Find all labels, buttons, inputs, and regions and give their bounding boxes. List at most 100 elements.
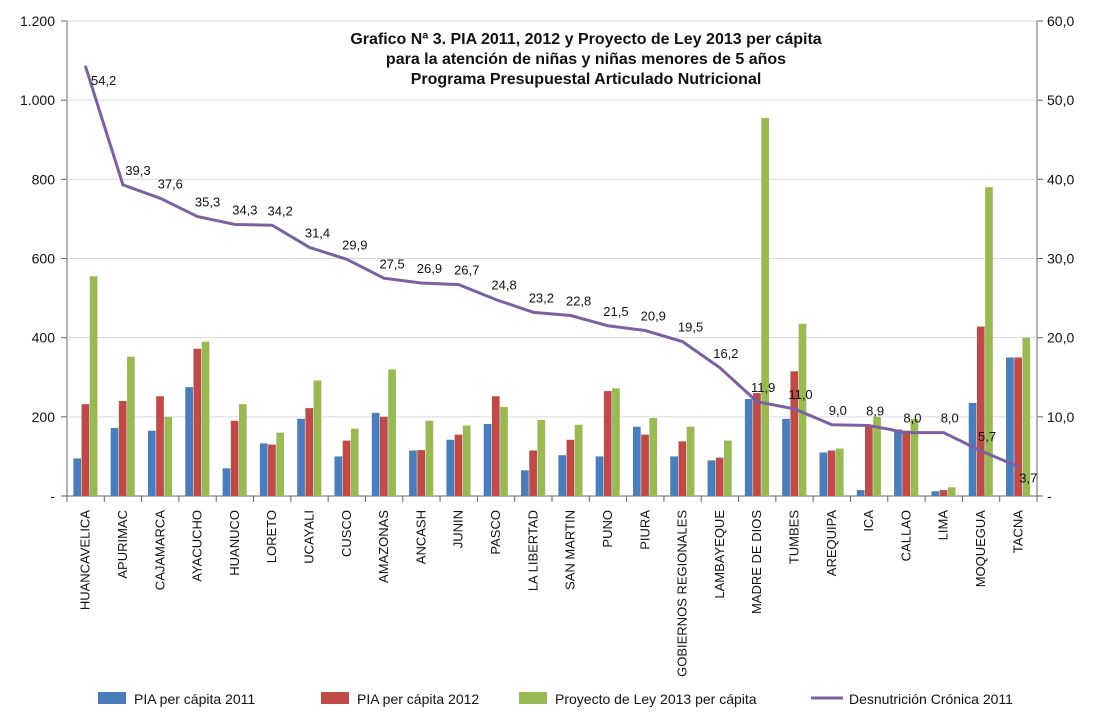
title-layer: Grafico Nª 3. PIA 2011, 2012 y Proyecto … (350, 31, 821, 88)
right-axis-tick-label-1: 10,0 (1047, 409, 1074, 425)
line-data-label-18: 11,9 (751, 380, 775, 395)
chart-title-line-1: Grafico Nª 3. PIA 2011, 2012 y Proyecto … (350, 31, 821, 48)
bar-2-14 (612, 388, 620, 496)
bar-0-5 (259, 443, 268, 496)
left-axis-tick-label-3: 600 (32, 251, 56, 267)
labels-layer: - 200 400 600 800 1.000 1.200 - 10,0 20,0 30,0 40,0… (20, 13, 1075, 677)
bar-1-16 (678, 441, 687, 496)
bar-2-12 (537, 420, 546, 496)
category-label-24: MOQUEGUA (973, 510, 988, 588)
bar-0-17 (707, 460, 716, 496)
bar-1-11 (491, 396, 500, 496)
bar-2-16 (686, 426, 695, 496)
category-label-23: LIMA (936, 510, 951, 541)
bar-0-14 (595, 456, 604, 496)
category-label-6: UCAYALI (302, 510, 317, 564)
bar-2-8 (388, 369, 396, 496)
bar-2-6 (313, 380, 322, 496)
bar-0-19 (782, 418, 790, 496)
legend-layer: PIA per cápita 2011 PIA per cápita 2012 Pr… (98, 691, 1013, 707)
right-axis-tick-label-4: 40,0 (1047, 171, 1074, 187)
chart-title-line-2: para la atención de niñas y niñas menore… (386, 51, 786, 68)
line-data-label-5: 34,2 (268, 203, 293, 218)
bar-2-5 (276, 432, 285, 496)
legend-item-2012-label: PIA per cápita 2012 (357, 691, 479, 707)
legend-item-desnutricion-label: Desnutrición Crónica 2011 (849, 691, 1013, 707)
category-label-7: CUSCO (339, 510, 354, 557)
left-axis-tick-label-0: - (50, 488, 55, 504)
category-label-1: APURIMAC (115, 510, 130, 579)
bar-1-25 (1014, 357, 1022, 496)
category-label-19: TUMBES (787, 510, 802, 565)
grid-layer (61, 20, 1043, 502)
bar-1-22 (902, 430, 911, 496)
bar-1-12 (529, 450, 537, 496)
bar-2-22 (910, 418, 919, 496)
category-label-20: AREQUIPA (824, 510, 839, 577)
category-label-25: TACNA (1010, 510, 1025, 553)
right-axis-tick-label-6: 60,0 (1047, 13, 1074, 29)
bar-0-24 (968, 402, 977, 496)
bar-1-15 (641, 434, 649, 496)
line-data-label-7: 29,9 (342, 237, 367, 252)
chart-title-line-3: Programa Presupuestal Articulado Nutrici… (411, 71, 762, 88)
bar-2-18 (761, 117, 770, 497)
bar-1-19 (790, 371, 799, 496)
bar-2-21 (873, 416, 881, 496)
category-label-4: HUANUCO (227, 510, 242, 576)
bar-2-10 (462, 425, 471, 496)
bar-0-10 (446, 439, 455, 496)
left-axis-tick-label-6: 1.200 (20, 13, 55, 29)
line-data-label-23: 8,0 (941, 411, 959, 426)
bar-0-6 (297, 418, 305, 496)
legend-item-2011-label: PIA per cápita 2011 (134, 691, 255, 707)
bar-1-0 (81, 404, 90, 496)
bar-0-18 (744, 399, 753, 496)
bar-0-13 (558, 455, 567, 496)
category-label-5: LORETO (264, 510, 279, 563)
line-data-label-13: 22,8 (566, 294, 591, 309)
category-label-10: JUNIN (451, 510, 466, 548)
left-axis-tick-label-2: 400 (32, 330, 56, 346)
line-data-label-25: 3,7 (1019, 471, 1037, 486)
bar-1-1 (118, 401, 127, 496)
desnutricion-line (84, 65, 1020, 469)
bar-1-2 (156, 396, 164, 496)
left-axis-tick-label-4: 800 (32, 171, 56, 187)
bar-0-16 (670, 456, 678, 496)
bar-2-24 (985, 187, 993, 496)
bar-1-6 (305, 408, 314, 496)
bar-1-5 (268, 444, 276, 496)
bar-2-0 (89, 276, 98, 496)
bar-2-15 (649, 418, 658, 496)
bar-1-13 (566, 439, 575, 496)
line-data-label-16: 19,5 (678, 320, 703, 335)
line-data-label-21: 8,9 (866, 404, 884, 419)
category-label-22: CALLAO (898, 510, 913, 561)
bar-1-21 (865, 424, 873, 496)
bar-2-17 (723, 440, 732, 496)
line-data-label-10: 26,7 (454, 263, 479, 278)
category-label-18: MADRE DE DIOS (749, 510, 764, 614)
bar-0-0 (73, 458, 82, 496)
line-data-label-3: 35,3 (195, 195, 220, 210)
legend-item-2012-swatch (321, 692, 349, 704)
category-label-16: GOBIERNOS REGIONALES (675, 510, 690, 677)
bar-0-8 (371, 412, 380, 496)
category-label-3: AYACUCHO (190, 510, 205, 582)
bar-0-12 (521, 470, 529, 496)
bar-1-10 (454, 434, 463, 496)
bar-2-9 (425, 420, 434, 496)
line-data-label-2: 37,6 (158, 176, 183, 191)
bar-0-23 (931, 491, 940, 496)
line-data-label-4: 34,3 (232, 202, 257, 217)
bar-1-9 (417, 450, 426, 496)
line-data-label-11: 24,8 (491, 278, 516, 293)
category-label-21: ICA (861, 510, 876, 532)
right-axis-tick-label-3: 30,0 (1047, 251, 1074, 267)
line-data-label-1: 39,3 (125, 163, 150, 178)
bar-0-7 (334, 456, 343, 496)
bar-0-22 (894, 429, 902, 496)
line-data-label-6: 31,4 (305, 225, 330, 240)
